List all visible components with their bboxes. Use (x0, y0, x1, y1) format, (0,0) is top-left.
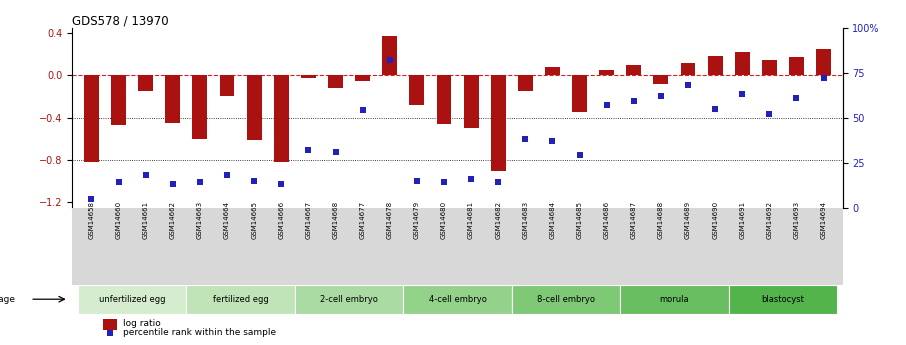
Point (735, 91, 749, 97)
Bar (111, 75, 126, 125)
Bar (219, 75, 235, 96)
Point (301, 147, 315, 153)
Point (247, 178, 262, 183)
Text: log ratio: log ratio (122, 319, 160, 328)
Text: GDS578 / 13970: GDS578 / 13970 (72, 14, 169, 28)
Point (410, 178, 424, 183)
Text: fertilized egg: fertilized egg (213, 295, 268, 304)
Bar (301, 75, 316, 78)
Bar (735, 52, 749, 75)
Bar (403, 285, 512, 314)
Bar (762, 60, 776, 75)
Text: 2-cell embryo: 2-cell embryo (320, 295, 378, 304)
Bar (166, 75, 180, 123)
Text: development stage: development stage (0, 295, 14, 304)
Bar (572, 75, 587, 112)
Point (274, 181, 288, 187)
Bar (621, 285, 728, 314)
Bar (545, 67, 560, 75)
Point (355, 108, 370, 113)
Point (193, 180, 207, 185)
Text: 4-cell embryo: 4-cell embryo (429, 295, 487, 304)
Bar (382, 36, 397, 75)
Bar (789, 57, 804, 75)
Bar (78, 285, 187, 314)
Bar (599, 70, 614, 75)
Bar (653, 75, 669, 84)
Point (680, 82, 695, 88)
Bar (728, 285, 837, 314)
Bar (410, 75, 424, 105)
Bar (437, 75, 451, 124)
Point (573, 152, 587, 158)
Point (139, 172, 153, 178)
Text: unfertilized egg: unfertilized egg (99, 295, 166, 304)
Text: percentile rank within the sample: percentile rank within the sample (122, 328, 275, 337)
Bar (708, 56, 723, 75)
Point (382, 57, 397, 63)
Point (84, 196, 99, 201)
Bar (328, 75, 343, 88)
Text: blastocyst: blastocyst (761, 295, 805, 304)
Point (789, 95, 804, 100)
Bar (464, 75, 478, 128)
Point (762, 111, 776, 117)
Point (166, 181, 180, 187)
Point (437, 180, 451, 185)
Point (103, 330, 118, 335)
Point (816, 75, 831, 81)
Bar (518, 75, 533, 91)
Bar (294, 285, 403, 314)
Point (627, 99, 641, 104)
Bar (84, 75, 99, 162)
Point (708, 106, 722, 111)
Bar (816, 49, 831, 75)
Point (220, 172, 235, 178)
Point (600, 102, 614, 108)
Point (518, 136, 533, 142)
Text: 8-cell embryo: 8-cell embryo (537, 295, 595, 304)
Bar (491, 75, 506, 170)
Bar (187, 285, 294, 314)
Bar (192, 75, 207, 139)
Point (491, 180, 506, 185)
Bar (355, 75, 370, 80)
Point (328, 149, 342, 155)
Bar (274, 75, 289, 162)
Point (464, 176, 478, 181)
Point (111, 180, 126, 185)
Point (545, 138, 560, 144)
Bar (103, 318, 117, 329)
Point (653, 93, 668, 99)
Bar (626, 65, 641, 75)
Bar (139, 75, 153, 91)
Text: morula: morula (660, 295, 689, 304)
Bar (680, 62, 696, 75)
Bar (512, 285, 621, 314)
Bar (246, 75, 262, 140)
